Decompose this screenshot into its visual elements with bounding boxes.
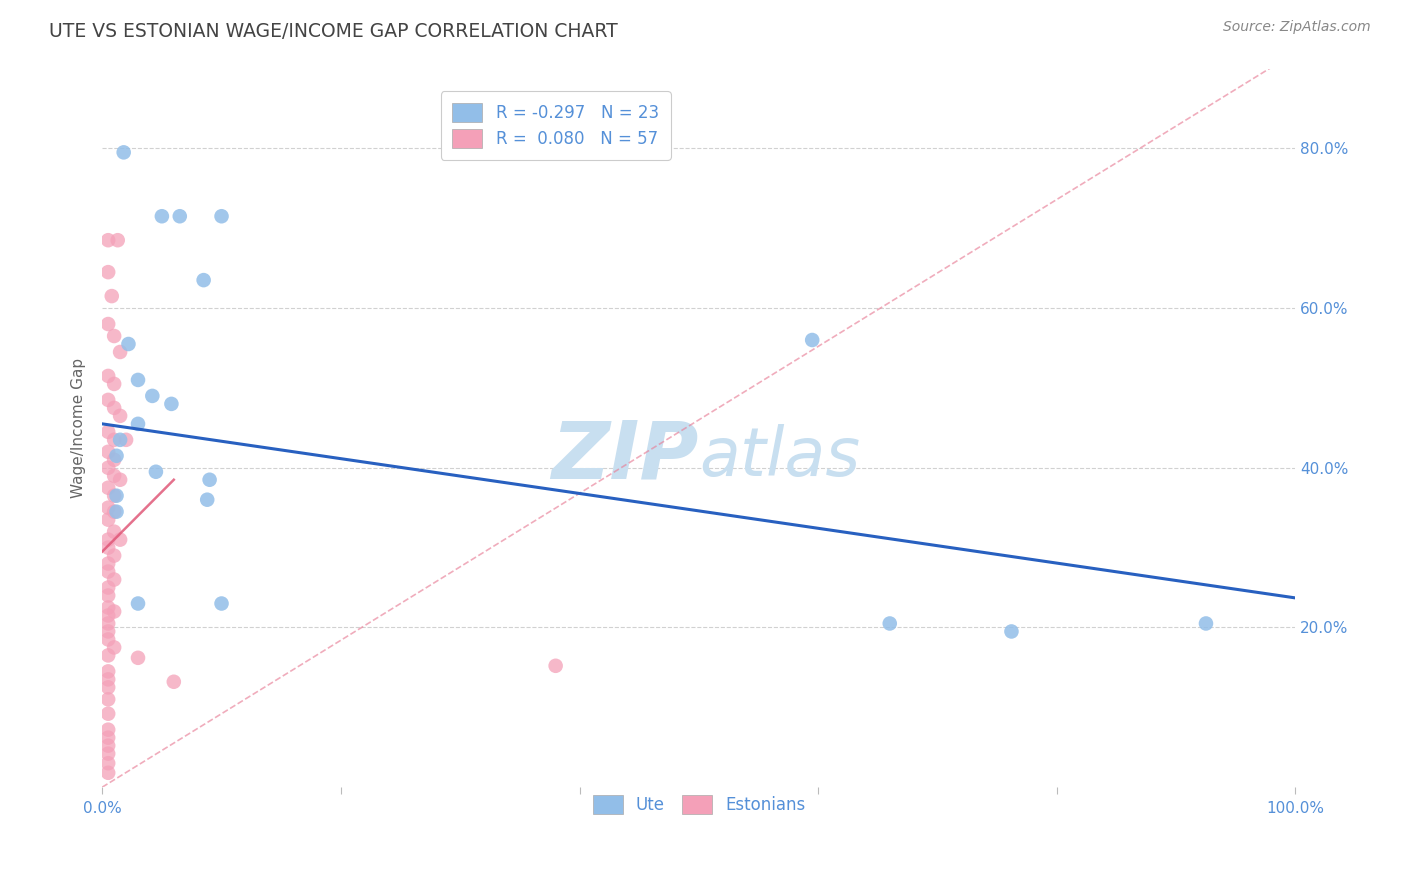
- Point: [103, 489, 125, 503]
- Point: [193, 273, 215, 287]
- Point: [97, 632, 120, 647]
- Point: [103, 549, 125, 563]
- Point: [105, 505, 128, 519]
- Point: [97, 706, 120, 721]
- Point: [1195, 616, 1218, 631]
- Point: [105, 489, 128, 503]
- Legend: Ute, Estonians: Ute, Estonians: [581, 783, 817, 826]
- Point: [103, 640, 125, 655]
- Point: [879, 616, 901, 631]
- Point: [97, 756, 120, 771]
- Point: [103, 468, 125, 483]
- Point: [1000, 624, 1022, 639]
- Point: [97, 731, 120, 745]
- Point: [97, 665, 120, 679]
- Y-axis label: Wage/Income Gap: Wage/Income Gap: [72, 358, 86, 498]
- Point: [97, 681, 120, 695]
- Point: [97, 557, 120, 571]
- Point: [97, 368, 120, 383]
- Point: [103, 573, 125, 587]
- Point: [169, 209, 191, 223]
- Point: [112, 145, 135, 160]
- Text: Source: ZipAtlas.com: Source: ZipAtlas.com: [1223, 20, 1371, 34]
- Point: [103, 329, 125, 343]
- Point: [97, 500, 120, 515]
- Point: [97, 747, 120, 761]
- Point: [103, 376, 125, 391]
- Point: [211, 597, 233, 611]
- Point: [127, 650, 149, 665]
- Point: [160, 397, 183, 411]
- Point: [127, 373, 149, 387]
- Point: [107, 233, 129, 247]
- Point: [97, 673, 120, 687]
- Point: [145, 465, 167, 479]
- Point: [103, 452, 125, 467]
- Point: [97, 513, 120, 527]
- Point: [127, 597, 149, 611]
- Point: [97, 624, 120, 639]
- Point: [97, 765, 120, 780]
- Text: ZIP: ZIP: [551, 417, 699, 496]
- Point: [544, 658, 567, 673]
- Point: [108, 533, 131, 547]
- Point: [97, 392, 120, 407]
- Point: [103, 401, 125, 415]
- Point: [150, 209, 173, 223]
- Point: [97, 460, 120, 475]
- Point: [103, 605, 125, 619]
- Point: [100, 289, 122, 303]
- Point: [97, 481, 120, 495]
- Point: [97, 445, 120, 459]
- Point: [97, 589, 120, 603]
- Point: [103, 433, 125, 447]
- Point: [198, 473, 221, 487]
- Point: [127, 417, 149, 431]
- Point: [97, 581, 120, 595]
- Point: [97, 648, 120, 663]
- Point: [141, 389, 163, 403]
- Text: UTE VS ESTONIAN WAGE/INCOME GAP CORRELATION CHART: UTE VS ESTONIAN WAGE/INCOME GAP CORRELAT…: [49, 22, 619, 41]
- Point: [103, 524, 125, 539]
- Point: [105, 449, 128, 463]
- Point: [801, 333, 824, 347]
- Point: [97, 265, 120, 279]
- Point: [97, 565, 120, 579]
- Point: [115, 433, 138, 447]
- Text: atlas: atlas: [699, 424, 860, 490]
- Point: [103, 505, 125, 519]
- Point: [97, 541, 120, 555]
- Point: [211, 209, 233, 223]
- Point: [97, 533, 120, 547]
- Point: [97, 739, 120, 753]
- Point: [108, 433, 131, 447]
- Point: [97, 608, 120, 623]
- Point: [97, 233, 120, 247]
- Point: [97, 317, 120, 331]
- Point: [97, 425, 120, 439]
- Point: [117, 337, 139, 351]
- Point: [97, 616, 120, 631]
- Point: [108, 345, 131, 359]
- Point: [108, 409, 131, 423]
- Point: [163, 674, 186, 689]
- Point: [195, 492, 218, 507]
- Point: [97, 692, 120, 706]
- Point: [97, 723, 120, 737]
- Point: [97, 600, 120, 615]
- Point: [108, 473, 131, 487]
